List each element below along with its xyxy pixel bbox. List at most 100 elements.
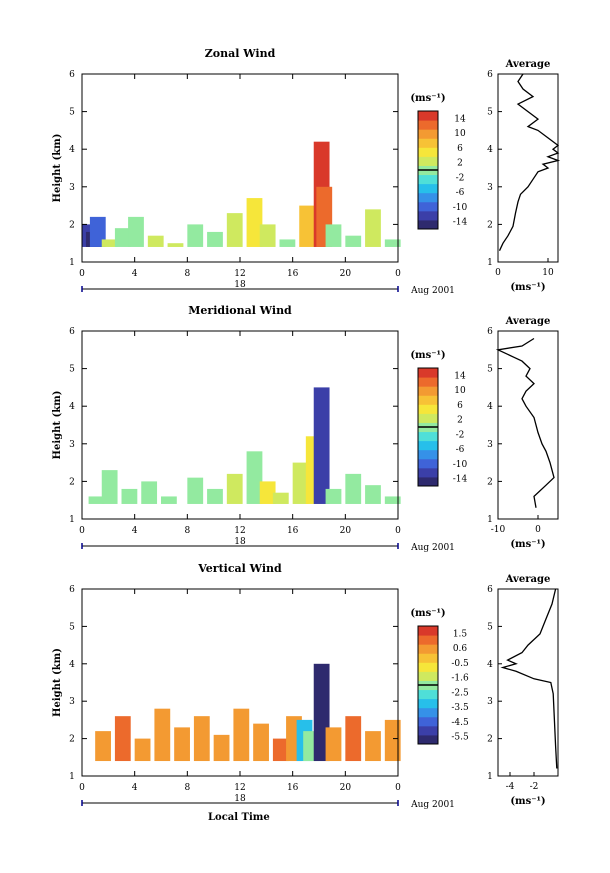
average-y-tick-label: 6 [487,70,493,80]
colorbar-tick-label: -5.5 [451,733,469,743]
heatmap-cell [88,496,105,504]
heatmap-cell [114,228,131,247]
average-y-tick-label: 1 [487,515,493,525]
colorbar-unit: (ms⁻¹) [410,608,445,619]
average-y-tick-label: 5 [487,108,493,118]
colorbar-swatch [418,734,438,745]
average-y-tick-label: 2 [487,477,493,487]
colorbar-swatch [418,156,438,166]
average-y-tick-label: 6 [487,585,493,595]
average-profile-line [500,588,558,769]
colorbar-swatch [418,449,438,460]
heatmap-cell [384,496,401,504]
month-label: Aug 2001 [410,286,455,296]
colorbar-tick-label: -2 [456,430,465,440]
colorbar-tick-label: 10 [454,129,466,139]
month-label: Aug 2001 [410,543,455,553]
colorbar-swatch [418,404,438,414]
heatmap-cell [246,198,263,247]
colorbar-tick-label: 6 [457,144,463,154]
colorbar-tick-label: 6 [457,401,463,411]
colorbar-tick-label: -2.5 [451,688,469,698]
colorbar-swatch [418,386,438,396]
heatmap-cell [193,716,210,762]
colorbar-tick-label: -3.5 [451,703,469,713]
heatmap-cell [134,738,151,762]
y-axis-label: Height (km) [52,648,63,717]
colorbar-swatch [418,671,438,681]
colorbar-swatch [418,458,438,469]
average-y-tick-label: 3 [487,440,493,450]
y-tick-label: 6 [69,70,75,80]
heatmap-cells [82,141,401,247]
heatmap-cell [141,481,158,504]
y-tick-label: 4 [69,660,75,670]
heatmap-cell [95,731,111,762]
average-frame [497,588,559,777]
chart-title: Meridional Wind [188,304,292,317]
x-tick-label: 8 [184,783,190,793]
colorbar-tick-label: 0.6 [453,644,468,654]
colorbar-swatch [418,368,438,378]
x-tick-label: 0 [79,269,85,279]
colorbar-swatch [418,467,438,478]
heatmap-cell [279,239,296,247]
average-y-tick-label: 4 [487,660,493,670]
y-tick-label: 4 [69,402,75,412]
colorbar-tick-label: 14 [454,371,466,381]
average-x-label: (ms⁻¹) [510,796,545,807]
date-label: 18 [234,280,246,290]
date-label: 18 [234,794,246,804]
colorbar-tick-label: -4.5 [451,718,469,728]
heatmap-cell [101,470,118,504]
x-tick-label: 0 [395,526,401,536]
heatmap-cell [384,239,401,247]
heatmap-cell [313,663,330,762]
chart-title: Vertical Wind [197,562,282,575]
average-y-tick-label: 5 [487,365,493,375]
x-tick-label: 0 [395,783,401,793]
x-tick-label: 0 [79,526,85,536]
x-tick-label: 4 [132,526,138,536]
colorbar-swatch [418,716,438,727]
x-tick-label: 16 [287,526,299,536]
x-tick-label: 12 [234,526,245,536]
colorbar-tick-label: -10 [453,460,468,470]
colorbar-swatch [418,138,438,148]
heatmap-cell [207,231,223,247]
average-frame [497,330,559,520]
y-tick-label: 4 [69,145,75,155]
y-tick-label: 1 [69,515,75,525]
colorbar-unit: (ms⁻¹) [410,93,445,104]
heatmap-cell [325,488,342,504]
colorbar-swatch [418,653,438,663]
heatmap-cell [128,216,144,247]
average-title: Average [505,316,551,327]
average-frame [497,73,559,263]
heatmap-cell [365,209,381,247]
colorbar-tick-label: -10 [453,203,468,213]
heatmap-cell [167,243,184,247]
heatmap-cell [161,496,177,504]
colorbar-swatch [418,413,438,423]
colorbar-swatch [418,120,438,130]
heatmap-cell [313,387,330,504]
y-axis-label: Height (km) [52,391,63,460]
colorbar-swatch [418,395,438,405]
colorbar-swatch [418,201,438,212]
average-title: Average [505,574,551,585]
y-tick-label: 2 [69,477,75,487]
heatmap-cell [187,477,204,504]
y-tick-label: 3 [69,697,75,707]
colorbar-swatch [418,174,438,185]
colorbar-tick-label: 10 [454,386,466,396]
heatmap-cell [345,235,362,247]
x-tick-label: 4 [132,783,138,793]
local-time-label: Local Time [208,812,270,823]
colorbar-swatch [418,210,438,221]
heatmap-cell [207,488,223,504]
x-tick-label: 20 [340,269,352,279]
